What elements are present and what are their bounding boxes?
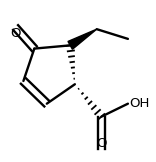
Text: OH: OH <box>129 97 150 110</box>
Polygon shape <box>68 29 97 49</box>
Text: O: O <box>10 27 21 40</box>
Text: O: O <box>96 137 107 150</box>
